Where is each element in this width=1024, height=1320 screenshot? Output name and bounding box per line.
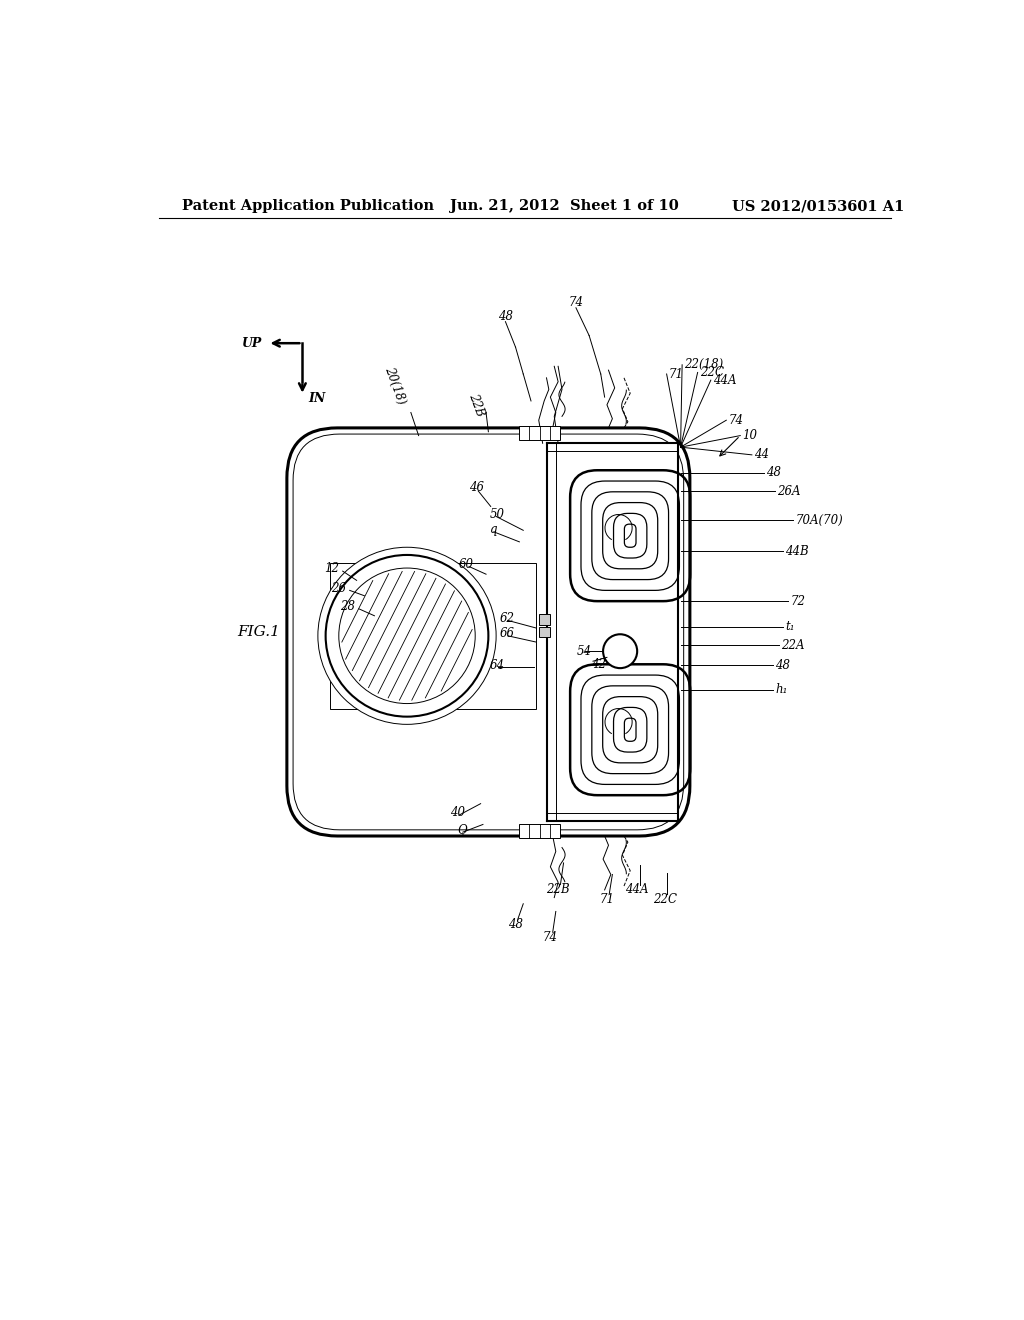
Text: h₁: h₁ (775, 684, 787, 696)
Text: 44A: 44A (626, 883, 649, 896)
Text: 22B: 22B (547, 883, 570, 896)
Text: 22C: 22C (653, 892, 677, 906)
Bar (539, 627, 550, 638)
Bar (547, 444, 678, 821)
Bar (539, 614, 550, 626)
Text: 22B: 22B (467, 392, 486, 418)
Text: 74: 74 (568, 296, 584, 309)
Text: 26A: 26A (777, 484, 801, 498)
Circle shape (326, 554, 488, 717)
Text: 72: 72 (791, 594, 806, 607)
Circle shape (339, 568, 475, 704)
Text: IN: IN (308, 392, 326, 405)
Bar (519, 426, 560, 441)
Text: 64: 64 (489, 659, 505, 672)
Text: 71: 71 (669, 367, 684, 380)
Text: Patent Application Publication: Patent Application Publication (182, 199, 434, 213)
Text: 12: 12 (324, 562, 339, 576)
Circle shape (603, 635, 637, 668)
Text: 48: 48 (766, 466, 781, 479)
Text: Q: Q (458, 824, 467, 837)
Bar (330, 562, 537, 709)
Text: 40: 40 (450, 807, 465, 820)
Text: 22C: 22C (700, 366, 724, 379)
Text: FIG.1: FIG.1 (237, 624, 280, 639)
Text: t₁: t₁ (785, 620, 795, 634)
Circle shape (317, 548, 496, 725)
Text: 54: 54 (577, 644, 592, 657)
Text: 46: 46 (469, 482, 484, 495)
Text: 20(18): 20(18) (383, 364, 409, 407)
Text: 42: 42 (591, 657, 605, 671)
Text: Jun. 21, 2012  Sheet 1 of 10: Jun. 21, 2012 Sheet 1 of 10 (450, 199, 678, 213)
Text: US 2012/0153601 A1: US 2012/0153601 A1 (732, 199, 905, 213)
Text: 28: 28 (340, 601, 355, 612)
FancyBboxPatch shape (287, 428, 690, 836)
Text: 74: 74 (543, 931, 558, 944)
Text: 50: 50 (489, 508, 505, 520)
Text: 66: 66 (500, 627, 515, 640)
Text: 10: 10 (742, 429, 758, 442)
Text: 48: 48 (498, 310, 513, 323)
Text: 44: 44 (755, 449, 769, 462)
Text: 48: 48 (508, 917, 523, 931)
Text: q: q (489, 523, 498, 536)
Text: 22(18): 22(18) (684, 358, 724, 371)
Text: 26: 26 (331, 582, 346, 594)
Text: 74: 74 (729, 413, 743, 426)
Text: 71: 71 (599, 892, 614, 906)
Bar (519, 824, 560, 838)
Text: 60: 60 (459, 557, 474, 570)
Text: 48: 48 (775, 659, 791, 672)
Text: 44A: 44A (713, 374, 736, 387)
Text: 44B: 44B (785, 545, 809, 557)
Text: 62: 62 (500, 611, 515, 624)
Text: 70A(70): 70A(70) (796, 513, 843, 527)
Text: UP: UP (242, 337, 262, 350)
Text: 22A: 22A (781, 639, 805, 652)
